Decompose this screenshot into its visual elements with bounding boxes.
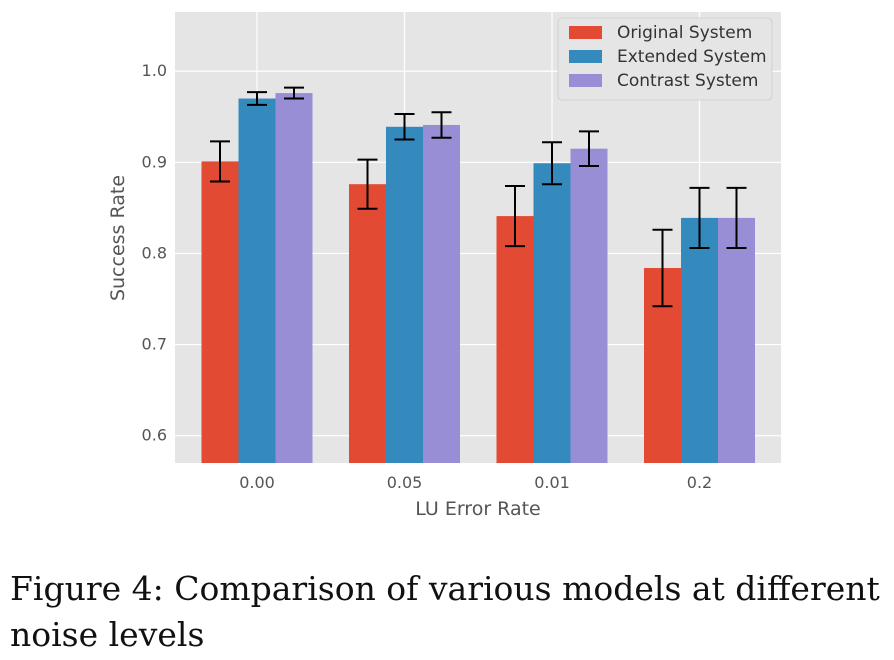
bar: [386, 126, 423, 464]
bar: [718, 217, 755, 463]
y-tick-labels: 0.6 0.7 0.8 0.9 1.0: [142, 61, 167, 444]
y-tick-label: 0.6: [142, 426, 167, 445]
bar: [349, 184, 386, 463]
legend-label: Contrast System: [617, 71, 758, 91]
legend-swatch: [569, 26, 602, 39]
x-tick-label: 0.2: [687, 473, 712, 492]
legend-swatch: [569, 50, 602, 63]
legend: Original System Extended System Contrast S…: [557, 17, 773, 101]
bar: [533, 163, 571, 463]
bar: [681, 217, 718, 463]
bar-chart: 0.6 0.7 0.8 0.9 1.0 0.00 0.05 0.01 0.2 LU Error…: [107, 12, 781, 520]
y-tick-label: 1.0: [142, 61, 167, 80]
figure-caption: Figure 4: Comparison of various models a…: [10, 569, 880, 654]
x-tick-label: 0.00: [239, 473, 275, 492]
bar: [201, 161, 239, 463]
legend-label: Extended System: [617, 47, 767, 67]
bar: [423, 124, 460, 463]
legend-box: [557, 17, 773, 101]
legend-label: Original System: [617, 23, 752, 43]
legend-swatch: [569, 74, 602, 87]
x-tick-labels: 0.00 0.05 0.01 0.2: [239, 473, 712, 492]
bar: [570, 148, 608, 463]
y-tick-label: 0.7: [142, 335, 167, 354]
error-bars: [210, 86, 747, 308]
y-tick-label: 0.8: [142, 243, 167, 262]
x-tick-label: 0.05: [387, 473, 423, 492]
bar: [238, 98, 276, 464]
y-tick-label: 0.9: [142, 152, 167, 171]
bars: [201, 93, 755, 464]
x-axis-title: LU Error Rate: [415, 498, 541, 520]
x-tick-label: 0.01: [534, 473, 570, 492]
y-axis-title: Success Rate: [107, 175, 129, 301]
bar: [275, 93, 313, 463]
bar: [496, 216, 534, 463]
